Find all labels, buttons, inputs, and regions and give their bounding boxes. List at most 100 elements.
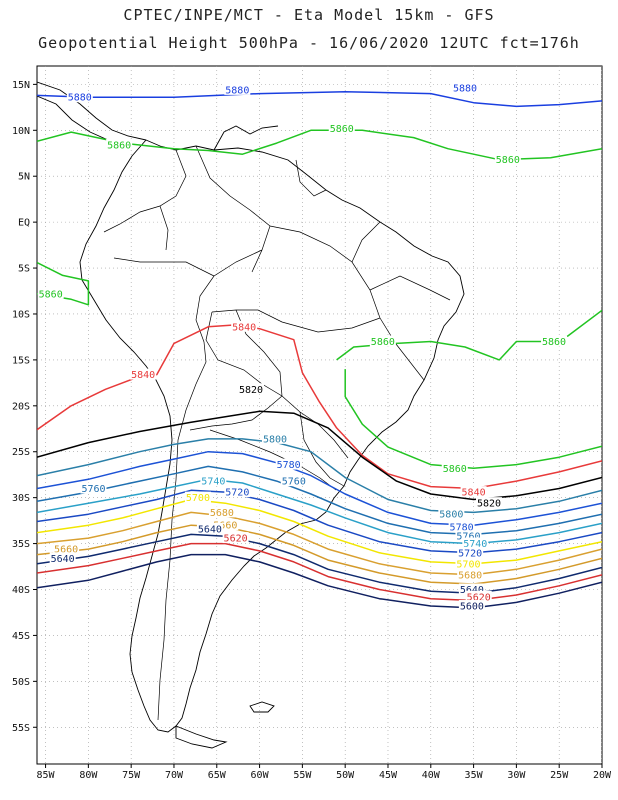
lat-tick-label: 45S <box>12 631 30 642</box>
lon-tick-label: 50W <box>336 770 355 781</box>
contour-label-5860: 5860 <box>443 464 467 475</box>
contour-label-5880: 5880 <box>225 85 249 96</box>
contour-5780 <box>37 450 602 526</box>
contour-label-5680: 5680 <box>210 508 234 519</box>
contour-label-5760: 5760 <box>81 484 105 495</box>
lat-tick-label: 20S <box>12 401 30 412</box>
lon-tick-label: 35W <box>465 770 484 781</box>
contour-label-bg <box>208 506 235 518</box>
contour-label-bg <box>455 557 482 569</box>
lon-tick-label: 75W <box>122 770 141 781</box>
contour-label-bg <box>476 497 502 509</box>
contour-label-bg <box>448 521 475 533</box>
contour-label-bg <box>49 552 76 564</box>
lon-tick-label: 85W <box>37 770 56 781</box>
contour-label-5780: 5780 <box>450 523 474 534</box>
contour-label-bg <box>494 153 521 165</box>
contour-label-bg <box>37 287 64 299</box>
contour-label-5740: 5740 <box>463 539 487 550</box>
contour-label-bg <box>465 590 492 602</box>
lat-tick-label: 5S <box>18 264 30 275</box>
contour-label-5660: 5660 <box>54 545 78 556</box>
contour-label-bg <box>275 458 302 470</box>
map-frame <box>36 65 603 765</box>
contour-label-5820: 5820 <box>477 499 501 510</box>
contour-label-bg <box>130 368 157 380</box>
lat-tick-label: 30S <box>12 493 30 504</box>
lon-tick-label: 60W <box>251 770 270 781</box>
lat-tick-label: 10N <box>12 126 30 137</box>
contour-label-5760: 5760 <box>456 532 480 543</box>
tierra-del-fuego <box>175 725 228 749</box>
contour-label-5700: 5700 <box>456 559 480 570</box>
contour-label-bg <box>328 122 355 134</box>
falkland-islands <box>249 701 275 713</box>
lat-tick-label: 50S <box>12 677 30 688</box>
chart-title-line-1: CPTEC/INPE/MCT - Eta Model 15km - GFS <box>123 6 495 24</box>
lat-tick-label: 15N <box>12 80 30 91</box>
contour-label-5640: 5640 <box>51 554 75 565</box>
contour-label-5680: 5680 <box>458 570 482 581</box>
contour-label-bg <box>200 475 227 487</box>
contour-5880 <box>37 90 602 108</box>
lat-tick-label: EQ <box>18 218 30 229</box>
lat-tick-label: 10S <box>12 309 30 320</box>
contour-label-5660: 5660 <box>213 521 237 532</box>
contour-label-bg <box>280 475 307 487</box>
contour-label-bg <box>460 486 487 498</box>
lat-tick-label: 25S <box>12 447 30 458</box>
contour-label-bg <box>212 519 239 531</box>
chart-title-line-2: Geopotential Height 500hPa - 16/06/2020 … <box>38 34 580 52</box>
contour-5620 <box>37 542 602 602</box>
contour-5700 <box>37 498 602 565</box>
contour-label-bg <box>80 482 107 494</box>
contour-label-bg <box>184 491 211 503</box>
caribbean-coast <box>213 125 279 151</box>
contour-label-5860: 5860 <box>39 289 63 300</box>
contour-label-bg <box>452 82 479 94</box>
contour-5640 <box>37 533 602 594</box>
contour-label-bg <box>224 83 251 95</box>
contour-5660 <box>37 524 602 585</box>
contour-5860 <box>344 369 602 470</box>
contour-label-5840: 5840 <box>131 370 155 381</box>
contour-label-bg <box>106 138 133 150</box>
lat-tick-label: 55S <box>12 723 30 734</box>
contour-5740 <box>37 478 602 545</box>
contour-label-bg <box>541 335 568 347</box>
contour-label-bg <box>441 462 468 474</box>
contour-label-bg <box>231 320 258 332</box>
contour-label-5840: 5840 <box>232 322 256 333</box>
lon-tick-label: 55W <box>293 770 312 781</box>
contour-label-5860: 5860 <box>371 337 395 348</box>
contour-5680 <box>37 511 602 576</box>
lat-tick-label: 15S <box>12 355 30 366</box>
contour-label-bg <box>457 546 484 558</box>
contour-label-5800: 5800 <box>439 510 463 521</box>
contour-label-5860: 5860 <box>542 337 566 348</box>
lon-tick-label: 65W <box>208 770 227 781</box>
lon-tick-label: 25W <box>550 770 569 781</box>
contour-label-5640: 5640 <box>198 524 222 535</box>
contour-label-5620: 5620 <box>467 592 491 603</box>
contour-label-5820: 5820 <box>239 385 263 396</box>
contour-5600 <box>37 553 602 609</box>
lat-tick-label: 40S <box>12 585 30 596</box>
lon-tick-label: 80W <box>79 770 98 781</box>
lon-tick-label: 20W <box>593 770 612 781</box>
coastlines <box>37 81 465 749</box>
contour-label-5860: 5860 <box>330 124 354 135</box>
contour-label-5740: 5740 <box>201 477 225 488</box>
south-america-coastline <box>79 139 465 733</box>
contour-label-5720: 5720 <box>458 548 482 559</box>
contour-5720 <box>37 489 602 554</box>
contour-label-bg <box>196 522 223 534</box>
contour-label-bg <box>369 335 396 347</box>
contour-label-bg <box>457 568 484 580</box>
axis-labels: 15N 10N 5N EQ 5S 10S 15S 20S 25S 30S 35S 40S 45S 50S 5… <box>12 80 612 781</box>
contour-label-5620: 5620 <box>224 534 248 545</box>
contour-5760 <box>37 465 602 536</box>
contour-label-bg <box>222 532 249 544</box>
lon-tick-label: 30W <box>507 770 526 781</box>
